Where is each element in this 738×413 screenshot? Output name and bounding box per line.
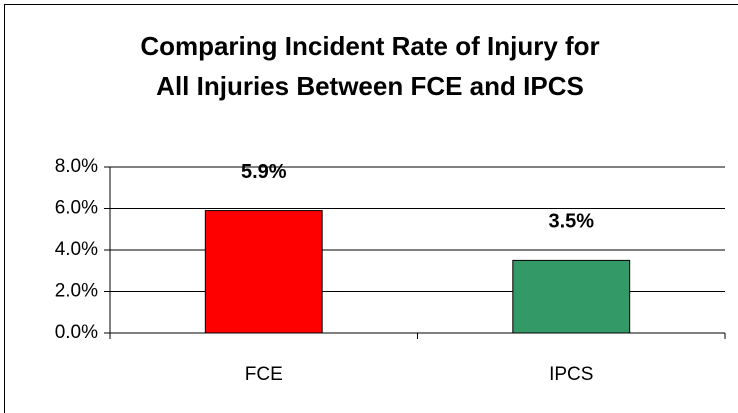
chart-title: All Injuries Between FCE and IPCS — [156, 71, 584, 101]
y-tick-label: 2.0% — [55, 281, 98, 302]
bar — [204, 210, 323, 334]
bar — [512, 259, 631, 334]
y-tick-label: 8.0% — [55, 156, 98, 177]
y-tick-label: 0.0% — [55, 322, 98, 343]
y-tick-label: 4.0% — [55, 239, 98, 260]
data-label: 5.9% — [241, 161, 287, 183]
data-label: 3.5% — [548, 211, 594, 233]
chart-title: Comparing Incident Rate of Injury for — [140, 31, 599, 61]
y-tick-label: 6.0% — [55, 198, 98, 219]
x-tick-label: FCE — [245, 364, 283, 385]
x-tick-label: IPCS — [549, 364, 593, 385]
